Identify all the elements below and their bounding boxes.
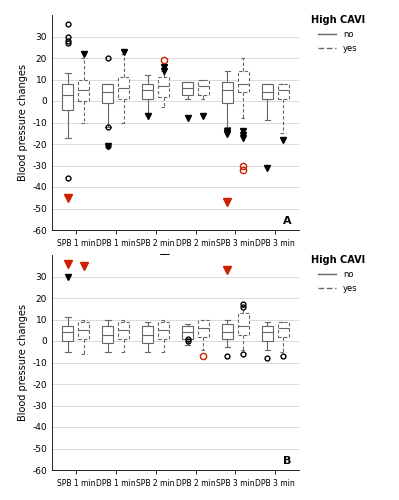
PathPatch shape <box>222 82 233 103</box>
PathPatch shape <box>78 80 89 101</box>
PathPatch shape <box>158 78 169 96</box>
PathPatch shape <box>262 84 273 99</box>
PathPatch shape <box>78 322 89 339</box>
PathPatch shape <box>262 326 273 341</box>
PathPatch shape <box>102 326 113 343</box>
PathPatch shape <box>102 84 113 103</box>
PathPatch shape <box>158 322 169 339</box>
PathPatch shape <box>198 320 209 336</box>
PathPatch shape <box>238 313 249 334</box>
PathPatch shape <box>222 324 233 339</box>
Text: A: A <box>283 216 292 226</box>
Legend: no, yes: no, yes <box>311 255 365 293</box>
X-axis label: Time: Time <box>160 254 191 264</box>
PathPatch shape <box>118 78 129 99</box>
PathPatch shape <box>62 326 73 341</box>
PathPatch shape <box>142 326 153 343</box>
PathPatch shape <box>198 80 209 94</box>
PathPatch shape <box>182 82 193 94</box>
PathPatch shape <box>118 322 129 339</box>
PathPatch shape <box>62 84 73 110</box>
Text: B: B <box>283 456 292 466</box>
PathPatch shape <box>182 326 193 339</box>
PathPatch shape <box>238 71 249 92</box>
PathPatch shape <box>142 84 153 99</box>
PathPatch shape <box>278 322 289 336</box>
Y-axis label: Blood pressure changes: Blood pressure changes <box>18 64 28 181</box>
PathPatch shape <box>278 84 289 99</box>
Y-axis label: Blood pressure changes: Blood pressure changes <box>18 304 28 421</box>
Legend: no, yes: no, yes <box>311 15 365 53</box>
